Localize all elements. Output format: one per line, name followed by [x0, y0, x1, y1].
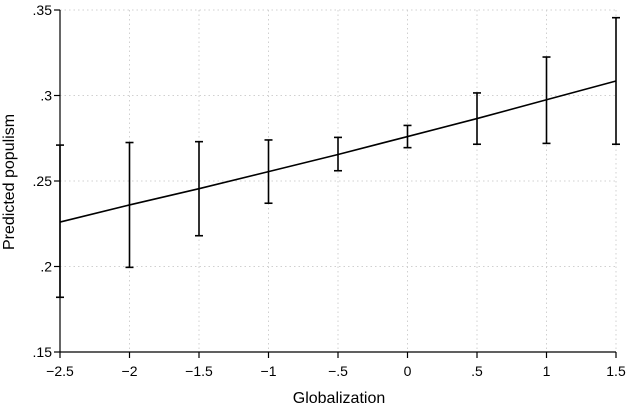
x-tick-label: −2.5 — [46, 363, 74, 379]
x-tick-label: −1.5 — [185, 363, 213, 379]
x-tick-label: 1.5 — [606, 363, 626, 379]
line-layer — [59, 80, 617, 223]
prediction-line — [59, 80, 617, 223]
grid-layer — [59, 9, 617, 353]
y-tick-label: .15 — [33, 344, 53, 360]
y-tick-label: .35 — [33, 2, 53, 18]
y-tick-label: .2 — [40, 259, 52, 275]
x-tick-label: 1 — [543, 363, 551, 379]
label-layer: −2.5 −2 −1.5 −1 −.5 0 .5 1 1.5 .15 .2 .25 .3 .35 — [33, 2, 626, 379]
x-tick-label: −1 — [261, 363, 277, 379]
x-tick-label: −2 — [122, 363, 138, 379]
y-tick-label: .3 — [40, 88, 52, 104]
x-tick-label: 0 — [404, 363, 412, 379]
axes-layer — [54, 9, 617, 358]
x-tick-label: .5 — [471, 363, 483, 379]
x-tick-label: −.5 — [328, 363, 348, 379]
y-axis-title: Predicted populism — [1, 114, 18, 250]
y-tick-label: .25 — [33, 173, 53, 189]
x-axis-title: Globalization — [293, 390, 386, 405]
